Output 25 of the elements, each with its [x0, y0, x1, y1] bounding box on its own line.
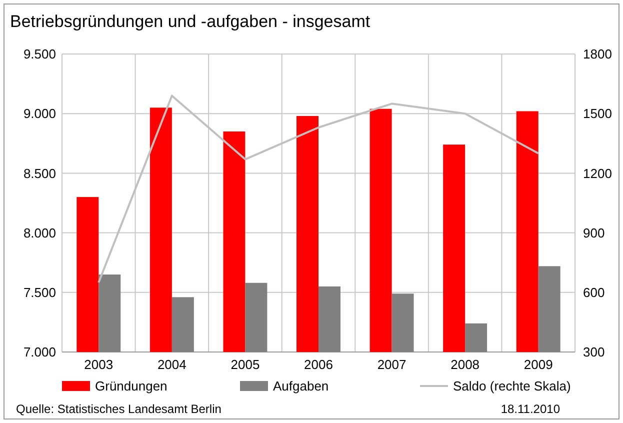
y2-tick-label: 600: [583, 284, 605, 300]
y2-tick-label: 300: [583, 344, 605, 360]
y2-tick-label: 900: [583, 225, 605, 240]
x-tick-label: 2008: [450, 357, 480, 372]
legend-label: Gründungen: [95, 378, 168, 394]
x-tick-label: 2006: [304, 357, 333, 372]
x-tick-label: 2004: [157, 357, 186, 372]
y-tick-label: 8.000: [23, 225, 56, 240]
source-note: Quelle: Statistisches Landesamt Berlin: [16, 402, 222, 416]
y2-tick-label: 1200: [583, 166, 612, 181]
y-tick-label: 7.500: [23, 284, 56, 300]
y2-tick-label: 1500: [583, 106, 612, 122]
y-tick-label: 8.500: [23, 166, 56, 181]
x-tick-label: 2007: [377, 357, 406, 372]
y2-tick-label: 1800: [583, 46, 612, 62]
legend-label: Saldo (rechte Skala): [453, 378, 571, 394]
x-tick-label: 2009: [524, 357, 553, 372]
legend-label: Aufgaben: [273, 378, 329, 394]
x-tick-label: 2003: [84, 357, 114, 372]
y-tick-label: 7.000: [23, 344, 56, 360]
x-tick-label: 2005: [230, 357, 260, 372]
y-tick-label: 9.500: [23, 46, 56, 62]
text: 18.11.2010: [500, 402, 560, 416]
chart-title: Betriebsgründungen und -aufgaben - insgesamt: [10, 12, 370, 31]
y-tick-label: 9.000: [23, 106, 56, 122]
